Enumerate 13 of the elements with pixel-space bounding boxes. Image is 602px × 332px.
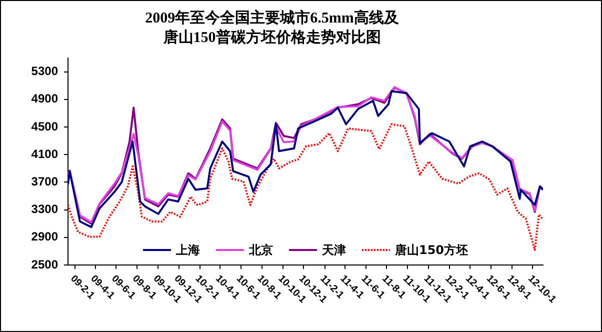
y-tick-label: 2500 — [31, 257, 58, 272]
y-tick-label: 4500 — [31, 119, 58, 134]
legend-label: 唐山150方坯 — [394, 243, 468, 258]
y-tick-label: 4900 — [31, 92, 58, 106]
y-tick-label: 3700 — [31, 174, 58, 189]
legend-label: 上海 — [174, 243, 200, 258]
legend-label: 北京 — [248, 243, 273, 258]
chart-title: 2009年至今全国主要城市6.5mm高线及唐山150普碳方坯价格走势对比图 — [145, 8, 400, 46]
y-tick-label: 3300 — [31, 202, 58, 216]
y-tick-label: 5300 — [31, 64, 58, 78]
y-tick-label: 4100 — [31, 146, 58, 161]
y-tick-label: 2900 — [31, 230, 58, 244]
legend-label: 天津 — [320, 243, 346, 258]
